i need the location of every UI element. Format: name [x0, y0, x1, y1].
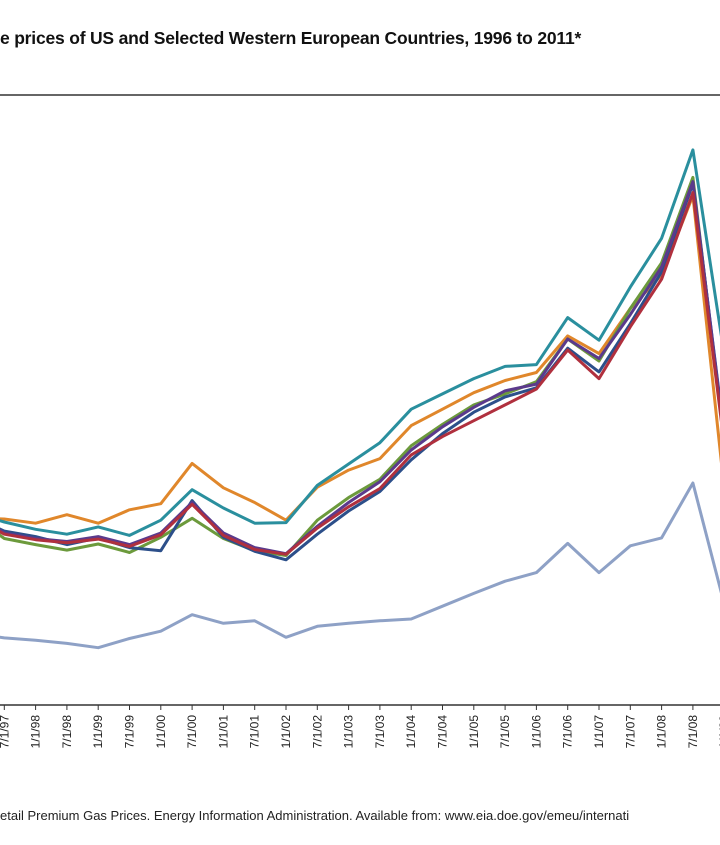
x-tick-label: 7/1/08	[686, 715, 700, 749]
series-lines	[0, 148, 720, 650]
x-axis-ticks: 7/1/97 1/1/98 7/1/98 1/1/99 7/1/99 1/1/00 7/1/…	[0, 705, 720, 748]
x-tick-label: 1/1/99	[91, 715, 105, 749]
series-line-1	[0, 148, 720, 537]
series-line-2	[0, 194, 720, 525]
x-tick-label: 1/1/98	[29, 715, 43, 749]
source-note: etail Premium Gas Prices. Energy Informa…	[0, 808, 630, 823]
x-tick-label: 1/1/04	[404, 715, 418, 749]
x-tick-label: 7/1/99	[123, 715, 137, 749]
x-tick-label: 7/1/06	[561, 715, 575, 749]
x-tick-label: 1/1/09	[717, 715, 720, 749]
x-tick-label: 1/1/01	[216, 715, 230, 749]
series-line-4	[0, 182, 720, 562]
x-tick-label: 7/1/97	[0, 715, 11, 749]
x-tick-label: 1/1/07	[592, 715, 606, 749]
x-tick-label: 1/1/00	[154, 715, 168, 749]
x-tick-label: 1/1/05	[467, 715, 481, 749]
x-tick-label: 7/1/01	[248, 715, 262, 749]
x-tick-label: 7/1/98	[60, 715, 74, 749]
x-tick-label: 1/1/06	[529, 715, 543, 749]
chart-title: e prices of US and Selected Western Euro…	[0, 28, 582, 48]
series-line-7	[0, 481, 720, 650]
x-tick-label: 7/1/04	[436, 715, 450, 749]
series-line-5	[0, 180, 720, 556]
x-tick-label: 7/1/07	[623, 715, 637, 749]
x-tick-label: 7/1/03	[373, 715, 387, 749]
x-tick-label: 7/1/00	[185, 715, 199, 749]
x-tick-label: 1/1/08	[655, 715, 669, 749]
x-tick-label: 1/1/02	[279, 715, 293, 749]
x-tick-label: 7/1/02	[310, 715, 324, 749]
x-tick-label: 1/1/03	[342, 715, 356, 749]
x-tick-label: 7/1/05	[498, 715, 512, 749]
series-line-6	[0, 191, 720, 556]
